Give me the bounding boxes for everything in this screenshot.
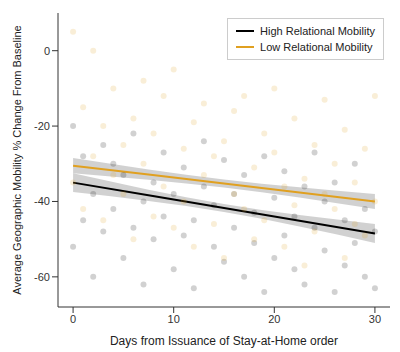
html-text:High Relational Mobility: High Relational Mobility [260, 25, 375, 37]
svg-text:30: 30 [369, 313, 381, 325]
svg-text:0: 0 [44, 45, 50, 57]
html-text:Low Relational Mobility: Low Relational Mobility [260, 41, 373, 53]
svg-text:20: 20 [268, 313, 280, 325]
svg-text:-20: -20 [34, 120, 50, 132]
svg-text:-60: -60 [34, 271, 50, 283]
svg-text:0: 0 [70, 313, 76, 325]
svg-text:Days from Issuance of Stay-at-: Days from Issuance of Stay-at-Home order [110, 334, 338, 348]
svg-text:-40: -40 [34, 195, 50, 207]
svg-text:Average Geographic Mobility %: Average Geographic Mobility % Change Fro… [11, 25, 23, 294]
svg-text:10: 10 [168, 313, 180, 325]
